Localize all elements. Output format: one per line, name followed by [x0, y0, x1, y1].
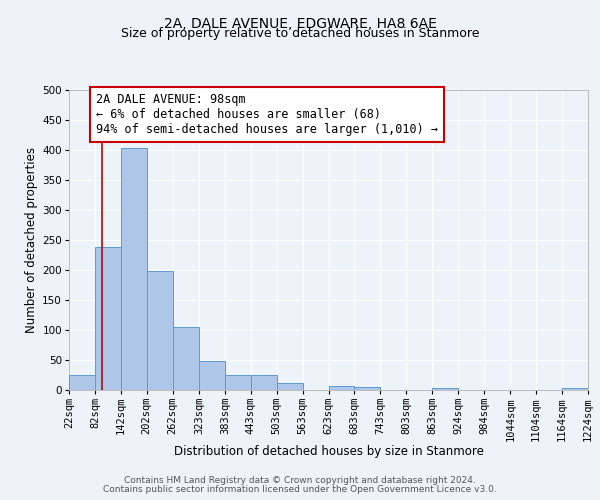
Text: 2A, DALE AVENUE, EDGWARE, HA8 6AE: 2A, DALE AVENUE, EDGWARE, HA8 6AE	[164, 18, 436, 32]
Bar	[277, 383, 302, 390]
Text: Contains public sector information licensed under the Open Government Licence v3: Contains public sector information licen…	[103, 485, 497, 494]
Y-axis label: Number of detached properties: Number of detached properties	[25, 147, 38, 333]
Bar	[225, 375, 251, 390]
Bar	[121, 148, 147, 390]
Bar	[251, 375, 277, 390]
Bar	[199, 361, 225, 390]
Bar	[355, 387, 380, 390]
Bar	[432, 388, 458, 390]
Bar	[95, 247, 121, 390]
Text: Size of property relative to detached houses in Stanmore: Size of property relative to detached ho…	[121, 28, 479, 40]
Bar	[329, 386, 355, 390]
Bar	[147, 270, 173, 390]
X-axis label: Distribution of detached houses by size in Stanmore: Distribution of detached houses by size …	[173, 445, 484, 458]
Text: 2A DALE AVENUE: 98sqm
← 6% of detached houses are smaller (68)
94% of semi-detac: 2A DALE AVENUE: 98sqm ← 6% of detached h…	[96, 93, 438, 136]
Bar	[562, 388, 588, 390]
Bar	[69, 375, 95, 390]
Bar	[173, 327, 199, 390]
Text: Contains HM Land Registry data © Crown copyright and database right 2024.: Contains HM Land Registry data © Crown c…	[124, 476, 476, 485]
